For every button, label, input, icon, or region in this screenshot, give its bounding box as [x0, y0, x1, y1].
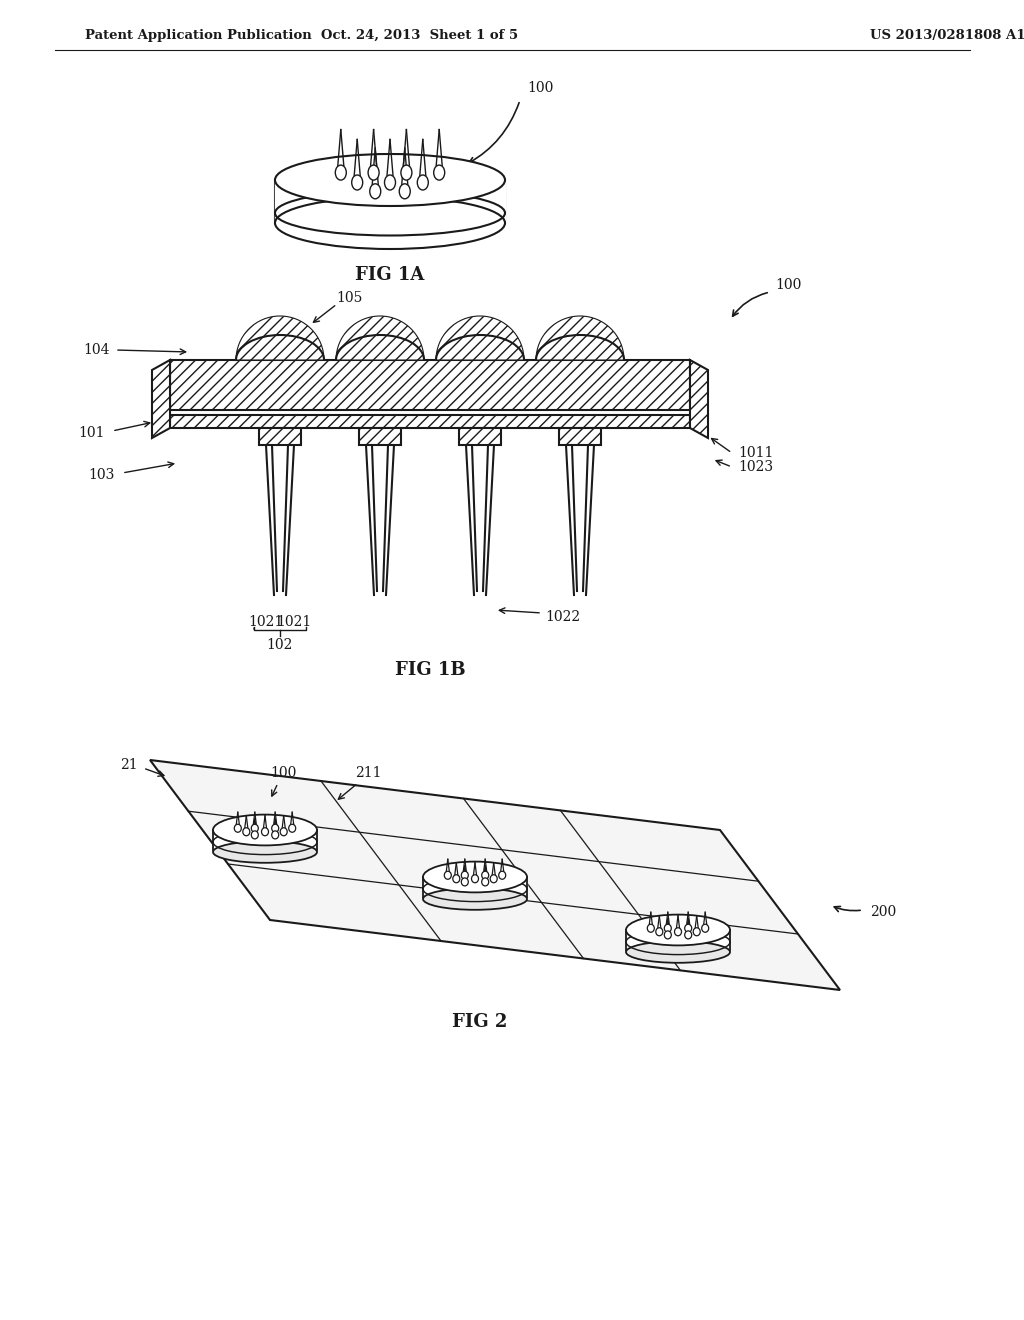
Ellipse shape [261, 828, 268, 836]
Ellipse shape [399, 183, 411, 199]
Ellipse shape [499, 871, 506, 879]
Ellipse shape [665, 924, 672, 932]
Polygon shape [275, 180, 505, 223]
Text: FIG 1A: FIG 1A [355, 267, 425, 284]
Ellipse shape [271, 824, 279, 832]
Text: 1022: 1022 [545, 610, 581, 624]
Ellipse shape [434, 165, 444, 180]
Ellipse shape [444, 871, 452, 879]
Wedge shape [236, 315, 324, 360]
Polygon shape [626, 931, 730, 950]
Polygon shape [459, 428, 501, 445]
Text: FIG 2: FIG 2 [453, 1012, 508, 1031]
Wedge shape [336, 315, 424, 360]
Ellipse shape [453, 875, 460, 883]
Ellipse shape [401, 165, 412, 180]
Text: 100: 100 [527, 81, 553, 95]
Ellipse shape [368, 165, 379, 180]
Text: 103: 103 [89, 469, 115, 482]
Ellipse shape [461, 878, 468, 886]
Polygon shape [150, 760, 840, 990]
Text: US 2013/0281808 A1: US 2013/0281808 A1 [870, 29, 1024, 41]
Text: Patent Application Publication: Patent Application Publication [85, 29, 311, 41]
Wedge shape [436, 315, 524, 360]
Polygon shape [690, 360, 708, 438]
Ellipse shape [281, 828, 287, 836]
Ellipse shape [251, 824, 258, 832]
Text: 100: 100 [775, 279, 802, 292]
Text: 105: 105 [337, 290, 364, 305]
Ellipse shape [384, 176, 395, 190]
Text: 21: 21 [121, 758, 138, 772]
Polygon shape [259, 428, 301, 445]
Ellipse shape [275, 154, 505, 206]
Text: 200: 200 [870, 906, 896, 919]
Ellipse shape [685, 931, 691, 939]
Ellipse shape [251, 830, 258, 840]
Polygon shape [170, 414, 690, 428]
Ellipse shape [461, 871, 468, 879]
Ellipse shape [655, 928, 663, 936]
Text: 100: 100 [269, 766, 296, 780]
Ellipse shape [351, 176, 362, 190]
Ellipse shape [213, 841, 317, 863]
Text: 101: 101 [79, 426, 105, 440]
Text: 104: 104 [84, 343, 110, 356]
Text: 211: 211 [355, 766, 382, 780]
Text: 102: 102 [267, 638, 293, 652]
Ellipse shape [481, 878, 488, 886]
Text: FIG 1B: FIG 1B [394, 661, 465, 678]
Polygon shape [423, 876, 527, 898]
Wedge shape [536, 315, 624, 360]
Ellipse shape [647, 924, 654, 932]
Polygon shape [213, 830, 317, 850]
Ellipse shape [626, 915, 730, 945]
Ellipse shape [234, 824, 242, 832]
Ellipse shape [675, 928, 682, 936]
Ellipse shape [289, 824, 296, 832]
Ellipse shape [665, 931, 672, 939]
Ellipse shape [213, 814, 317, 845]
Ellipse shape [418, 176, 428, 190]
Ellipse shape [626, 941, 730, 962]
Ellipse shape [243, 828, 250, 836]
Ellipse shape [370, 183, 381, 199]
Text: 1021: 1021 [249, 615, 284, 630]
Ellipse shape [693, 928, 700, 936]
Text: 1011: 1011 [738, 446, 773, 459]
Ellipse shape [471, 875, 478, 883]
Text: 1023: 1023 [738, 459, 773, 474]
Ellipse shape [701, 924, 709, 932]
Ellipse shape [335, 165, 346, 180]
Ellipse shape [481, 871, 488, 879]
Ellipse shape [490, 875, 498, 883]
Ellipse shape [423, 888, 527, 909]
Ellipse shape [271, 830, 279, 840]
Text: Oct. 24, 2013  Sheet 1 of 5: Oct. 24, 2013 Sheet 1 of 5 [322, 29, 518, 41]
Ellipse shape [423, 862, 527, 892]
Ellipse shape [275, 197, 505, 249]
Ellipse shape [685, 924, 691, 932]
Polygon shape [359, 428, 401, 445]
Polygon shape [170, 360, 690, 411]
Polygon shape [559, 428, 601, 445]
Text: 1021: 1021 [276, 615, 311, 630]
Polygon shape [152, 360, 170, 438]
